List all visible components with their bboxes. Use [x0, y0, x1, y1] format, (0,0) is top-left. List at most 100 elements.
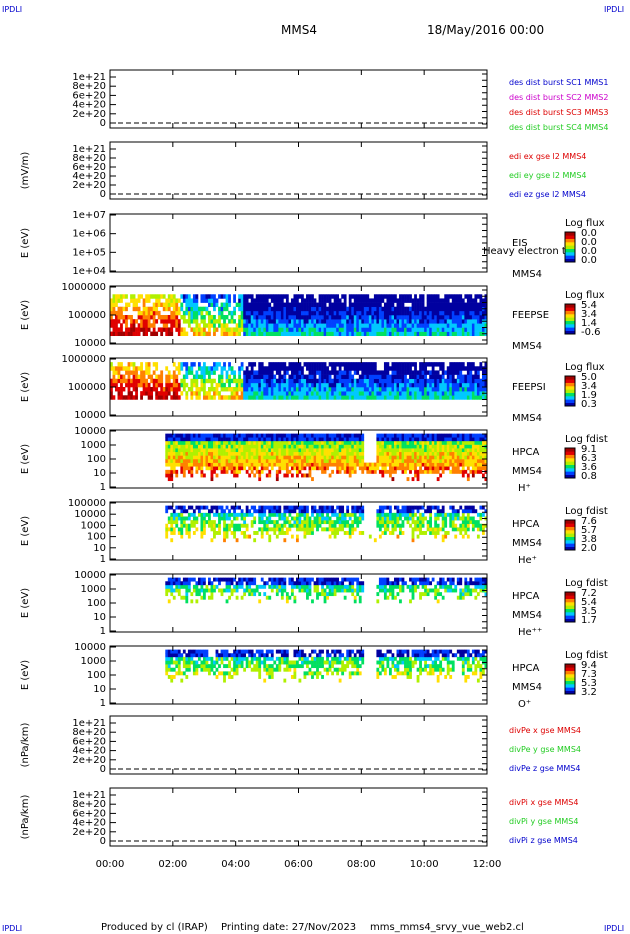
spectro-cell: [313, 451, 317, 456]
spectro-cell: [278, 395, 282, 400]
spectro-cell: [268, 520, 272, 525]
spectro-cell: [283, 440, 287, 445]
spectro-cell: [306, 310, 309, 316]
spectro-cell: [346, 505, 350, 510]
spectro-cell: [479, 451, 483, 456]
spectro-cell: [381, 306, 385, 312]
spectro-cell: [295, 327, 299, 332]
spectro-cell: [110, 302, 113, 308]
spectro-cell: [125, 306, 128, 312]
spectro-cell: [409, 462, 412, 467]
spectro-cell: [280, 437, 284, 442]
spectro-cell: [228, 588, 231, 593]
spectro-cell: [411, 319, 415, 324]
spectro-cell: [293, 516, 297, 521]
spectro-cell: [431, 387, 435, 392]
spectro-cell: [182, 378, 186, 384]
spectro-cell: [223, 362, 226, 367]
spectro-cell: [388, 531, 392, 535]
spectro-cell: [115, 323, 118, 328]
spectro-cell: [270, 387, 274, 392]
spectro-cell: [449, 437, 453, 442]
spectro-cell: [218, 382, 221, 388]
spectro-cell: [270, 451, 274, 456]
spectro-cell: [255, 444, 259, 449]
spectro-cell: [185, 319, 189, 324]
spectro-cell: [165, 298, 169, 303]
spectro-cell: [328, 516, 332, 521]
spectro-cell: [358, 374, 362, 380]
spectro-cell: [471, 378, 475, 384]
spectro-cell: [145, 294, 148, 299]
spectro-cell: [431, 531, 435, 535]
spectro-cell: [308, 306, 312, 312]
spectro-cell: [436, 323, 440, 328]
spectro-cell: [202, 382, 206, 388]
spectro-cell: [220, 378, 224, 384]
spectro-cell: [414, 527, 417, 532]
spectro-cell: [208, 448, 211, 453]
spectro-cell: [172, 444, 176, 449]
spectro-cell: [195, 331, 199, 337]
spectro-cell: [328, 523, 332, 528]
spectro-cell: [383, 469, 387, 474]
spectro-cell: [213, 306, 216, 312]
spectro-cell: [421, 323, 425, 328]
spectro-cell: [243, 462, 247, 467]
spectro-cell: [125, 327, 128, 332]
spectro-cell: [409, 362, 412, 367]
spectro-cell: [253, 395, 257, 400]
spectro-cell: [147, 327, 151, 332]
spectro-cell: [444, 310, 448, 316]
spectro-cell: [318, 448, 322, 453]
spectro-cell: [235, 327, 239, 332]
spectro-cell: [278, 370, 282, 375]
spectro-cell: [358, 306, 362, 312]
spectro-cell: [263, 378, 267, 384]
spectro-cell: [180, 462, 184, 467]
spectro-cell: [278, 512, 282, 517]
spectro-cell: [235, 459, 239, 463]
spectro-cell: [225, 584, 229, 589]
spectro-cell: [170, 374, 174, 380]
spectro-cell: [167, 588, 171, 593]
spectro-cell: [411, 362, 415, 367]
spectro-cell: [404, 294, 407, 299]
spectro-cell: [401, 466, 405, 471]
spectro-cell: [429, 387, 433, 392]
spectro-cell: [416, 433, 420, 438]
spectro-cell: [172, 451, 176, 456]
spectro-cell: [298, 444, 302, 449]
spectro-cell: [353, 466, 357, 471]
spectro-cell: [341, 319, 345, 324]
spectro-cell: [180, 455, 184, 460]
spectro-cell: [454, 451, 458, 456]
spectro-cell: [170, 459, 174, 463]
spectro-cell: [336, 331, 340, 337]
spectro-cell: [421, 531, 425, 535]
spectro-cell: [439, 451, 443, 456]
spectro-cell: [326, 327, 329, 332]
spectro-cell: [192, 433, 196, 438]
spectro-cell: [341, 327, 345, 332]
spectro-cell: [416, 315, 420, 320]
spectro-cell: [195, 319, 199, 324]
spectro-cell: [328, 459, 332, 463]
spectro-cell: [290, 370, 294, 375]
spectro-cell: [177, 387, 181, 392]
spectro-cell: [421, 294, 425, 299]
spectro-cell: [208, 440, 211, 445]
spectro-cell: [429, 378, 433, 384]
spectro-cell: [167, 327, 171, 332]
spectro-cell: [290, 374, 294, 380]
spectro-cell: [298, 391, 302, 396]
spectro-cell: [140, 374, 143, 380]
spectro-cell: [383, 523, 387, 528]
spectro-cell: [182, 437, 186, 442]
spectro-cell: [351, 366, 355, 371]
spectro-cell: [268, 327, 272, 332]
spectro-cell: [245, 440, 249, 445]
spectro-cell: [268, 451, 272, 456]
spectro-cell: [301, 512, 304, 517]
spectro-cell: [208, 581, 211, 586]
